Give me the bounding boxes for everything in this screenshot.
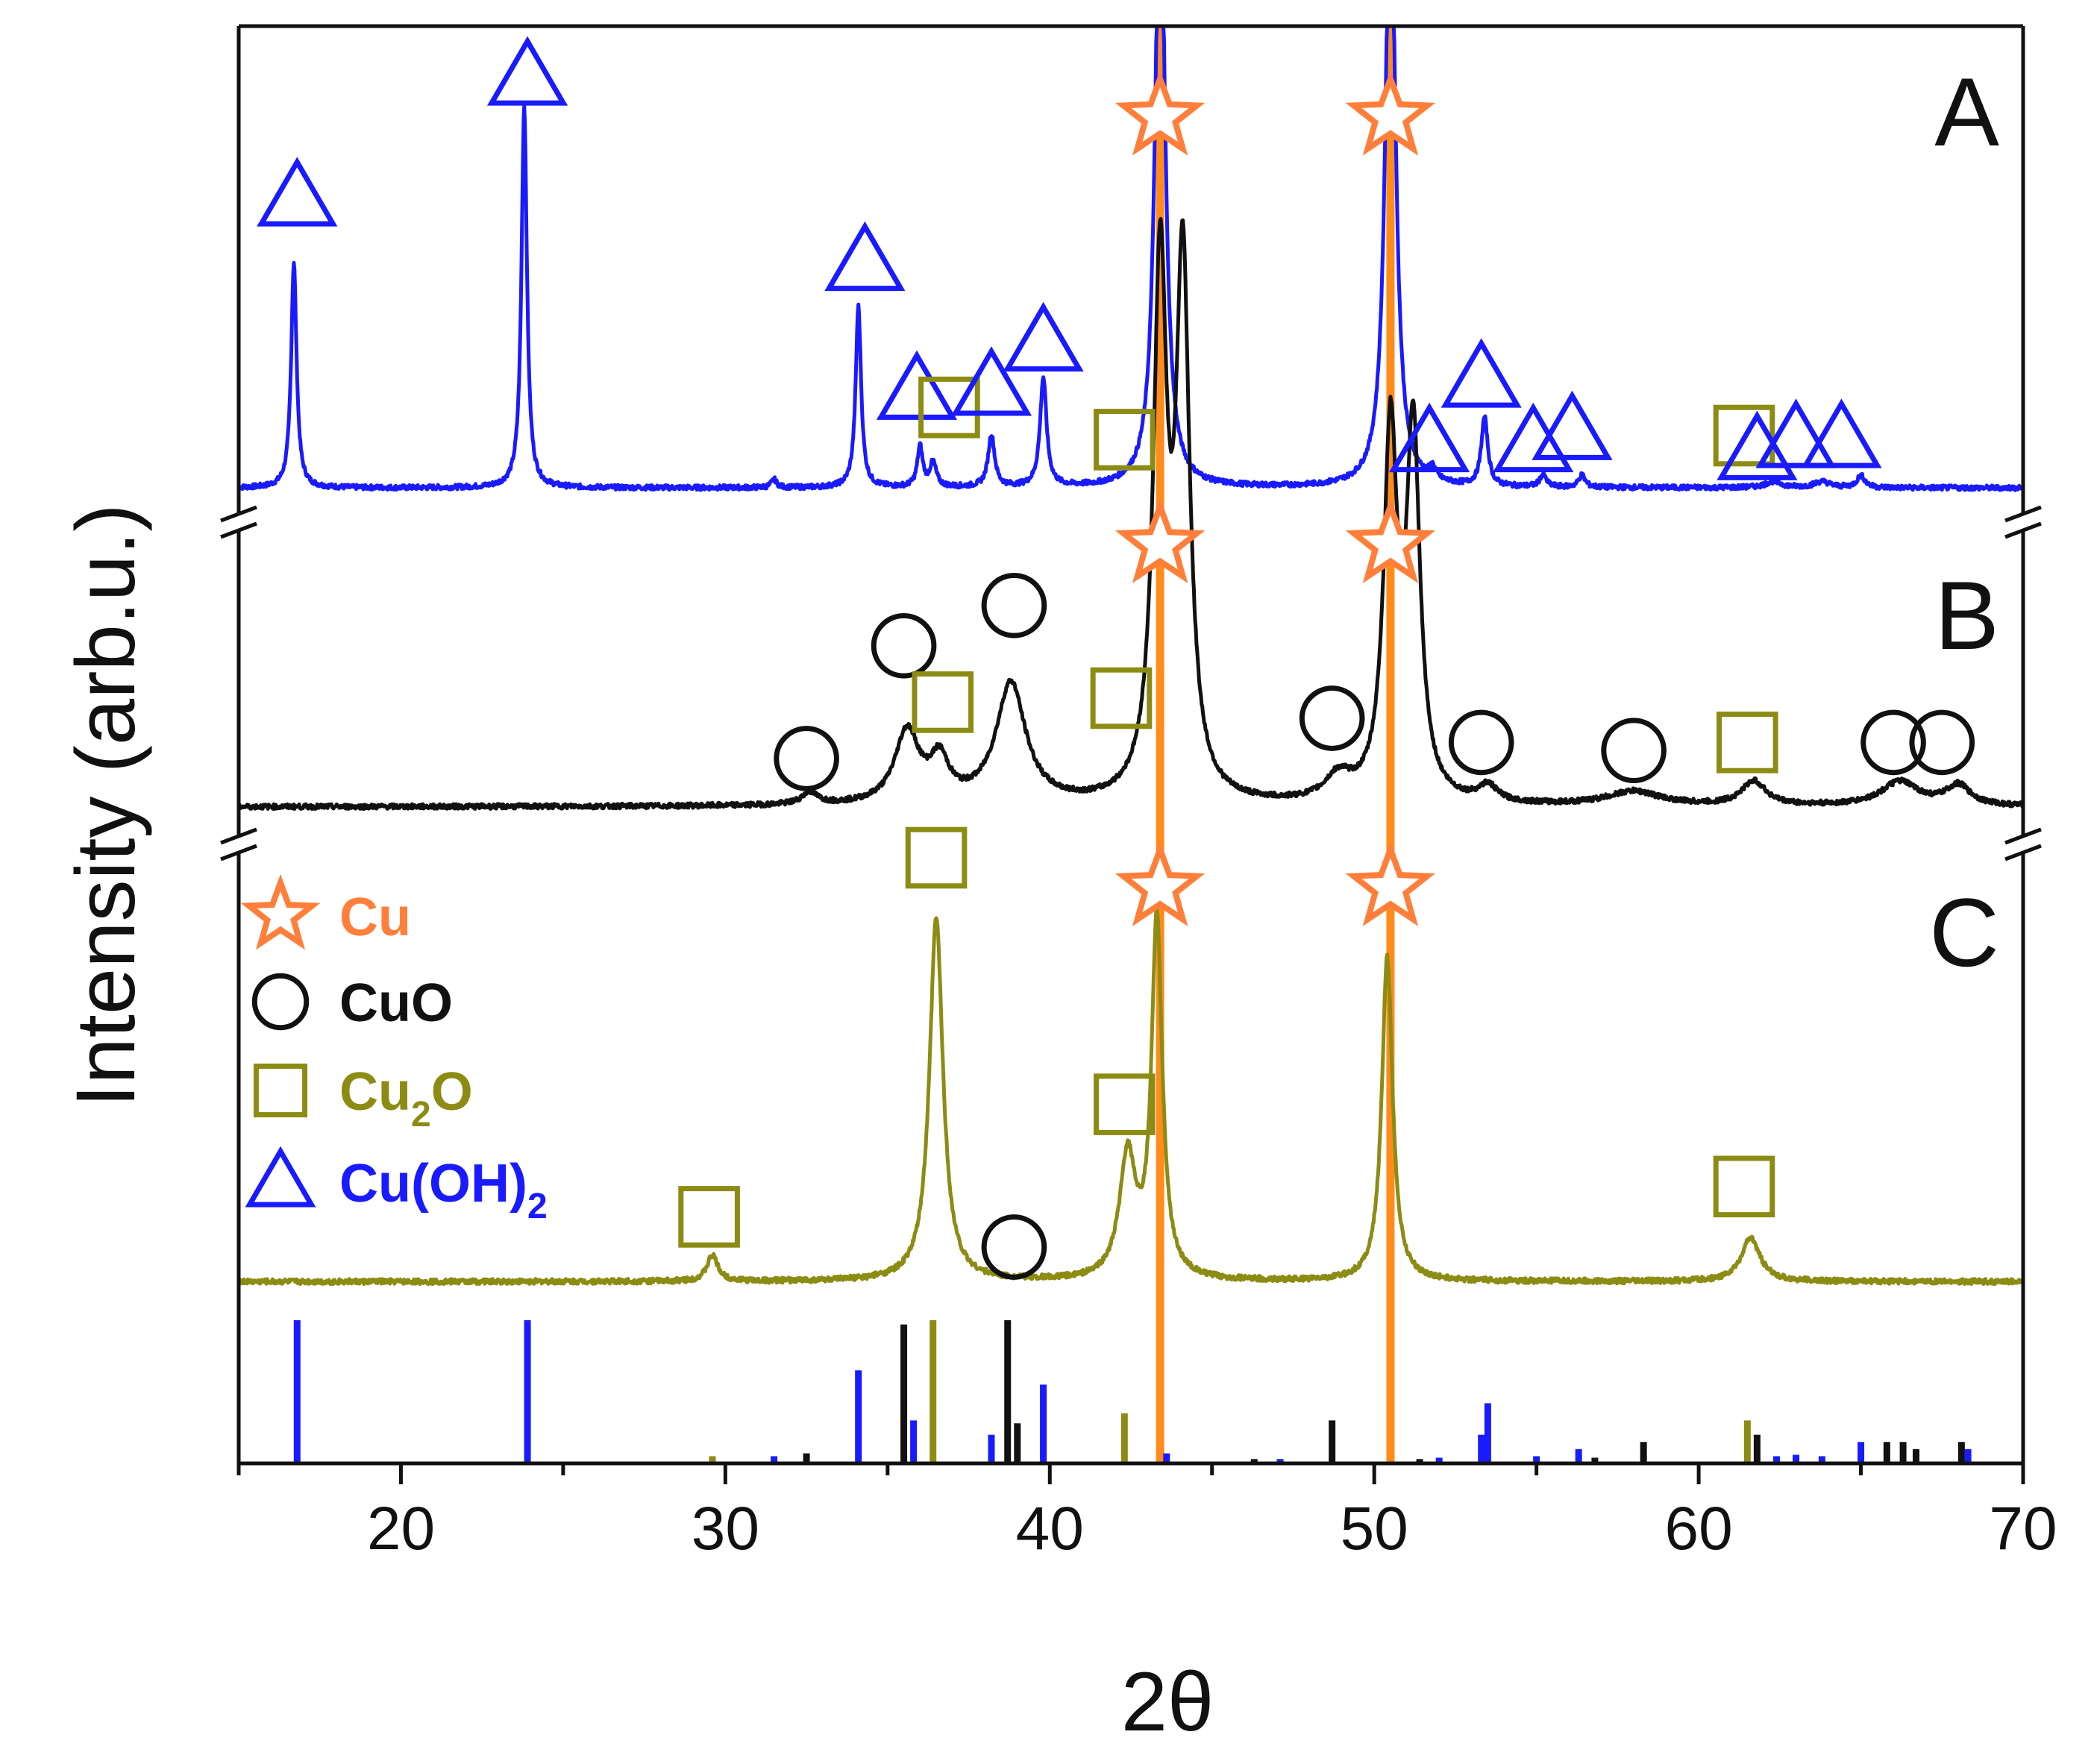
square-marker [1090,667,1153,729]
triangle-marker [950,346,1032,416]
legend-label-main: CuO [339,973,453,1033]
axis-break-slash [220,827,257,845]
star-marker [1345,70,1436,156]
cu-reference-lines [1156,26,1395,1463]
square-marker [912,671,974,733]
square-marker [1713,404,1775,467]
panel-label-C: C [1929,878,1999,987]
legend-item-cu: Cu [240,873,411,950]
triangle-marker [1440,338,1522,408]
legend-label-main: Cu [339,888,411,947]
star-marker [1345,498,1436,584]
axis-break-slash [220,521,257,539]
triangle-marker [1003,301,1084,372]
legend-label-main: Cu [339,1062,411,1122]
axis-break-gap [231,835,246,853]
triangle-marker [824,221,906,292]
star-marker [1115,498,1206,584]
legend-label: Cu2O [339,1062,473,1134]
triangle-marker [257,157,338,227]
axis-break-slash [2004,844,2042,861]
square-marker [918,376,980,439]
star-marker [1345,841,1436,926]
axis-break-slash [220,844,257,861]
legend-label-main: Cu(OH) [339,1154,527,1214]
circle-marker [871,612,937,679]
legend-label: CuO [339,973,453,1033]
x-axis-ticks: 20 30 40 50 60 70 [236,1463,2057,1563]
axis-break-slash [2004,827,2042,845]
legend-label-subscript: 2 [527,1187,548,1226]
triangle-marker [1493,402,1574,473]
panel-label-B: B [1934,561,1999,670]
x-tick-label: 70 [1989,1495,2057,1563]
square-marker [1717,712,1778,773]
legend-item-cuo: CuO [251,973,453,1033]
axis-break-slash [2004,505,2042,523]
x-tick-label: 60 [1664,1495,1732,1563]
legend-label: Cu(OH)2 [339,1154,548,1226]
legend-item-cu2o: Cu2O [253,1062,473,1134]
square-marker [253,1063,308,1118]
axis-break-gap [2016,513,2031,531]
circle-marker [251,973,310,1031]
legend-label-subscript: 2 [411,1095,431,1134]
circle-marker [1601,718,1667,784]
triangle-marker [1755,398,1837,468]
trace-B [237,217,2025,812]
star-marker [1115,70,1206,156]
x-tick-label: 20 [367,1495,435,1563]
circle-marker [981,572,1047,638]
trace-A [237,24,2025,492]
axis-break-slash [220,505,257,523]
x-tick-label: 50 [1341,1495,1408,1563]
circle-marker [1448,709,1514,776]
axis-break-gap [2016,835,2031,853]
triangle-marker [245,1146,316,1208]
x-tick-label: 40 [1016,1495,1084,1563]
panel-label-A: A [1934,57,1999,166]
square-marker [1094,409,1156,471]
square-marker [1713,1155,1775,1218]
circle-marker [981,1214,1047,1280]
panel-labels: A B C [1929,57,1999,987]
triangle-marker [486,36,568,106]
legend-item-cuoh2: Cu(OH)2 [245,1146,548,1226]
triangle-marker [1717,410,1798,480]
square-marker [1094,1073,1156,1135]
y-axis-title: Intensity (arb.u.) [59,503,152,1107]
legend-label: Cu [339,888,411,947]
square-marker [678,1186,740,1248]
xrd-traces [236,24,2025,1287]
star-marker [1115,841,1206,926]
axis-breaks [220,505,2042,861]
triangle-marker [876,350,958,420]
reference-sticks [293,1320,1972,1463]
square-marker [905,826,968,889]
axis-break-gap [231,513,246,531]
triangle-marker [1801,398,1882,468]
triangle-marker [1532,390,1613,460]
x-tick-label: 30 [692,1495,759,1563]
plot-frame [236,24,2025,1466]
legend-label-suffix: O [431,1062,473,1122]
axis-break-slash [2004,521,2042,539]
x-axis-title: 2θ [1121,1655,1214,1748]
circle-marker [774,726,839,791]
circle-marker [1909,709,1975,776]
star-marker [240,873,321,950]
peak-markers [257,36,1975,1280]
circle-marker [1860,709,1926,776]
trace-C [236,908,2025,1287]
circle-marker [1299,685,1365,751]
triangle-marker [1389,402,1470,473]
